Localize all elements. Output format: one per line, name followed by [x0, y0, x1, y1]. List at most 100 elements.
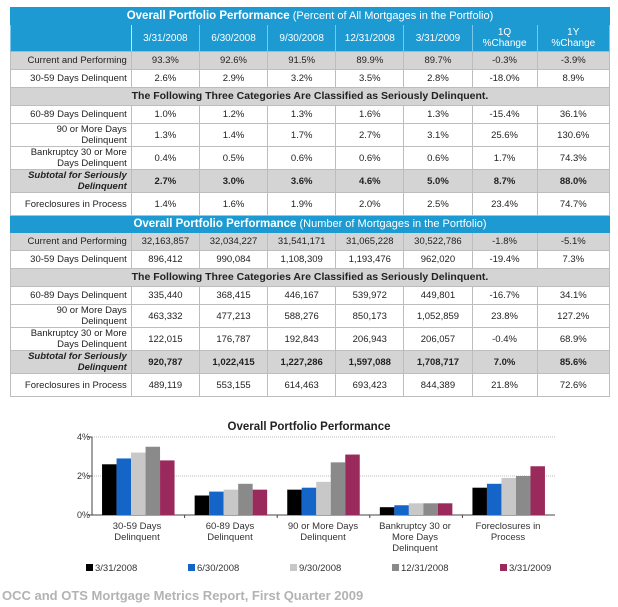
table-cell: 7.3%: [536, 250, 611, 269]
table-row: 60-89 Days Delinquent 335,440 368,415 446,1…: [10, 286, 611, 305]
legend-item: 9/30/2008: [290, 563, 341, 574]
bar-3-31-2008-0: [102, 464, 117, 515]
seriously-delinquent-note: The Following Three Categories Are Class…: [10, 268, 610, 287]
bar-6-30-2008-1: [209, 491, 224, 515]
legend-swatch: [290, 564, 297, 571]
table-cell: 539,972: [335, 286, 405, 305]
table-cell: 2.6%: [130, 69, 200, 88]
table-cell: 693,423: [335, 373, 405, 397]
table-cell: 1.4%: [198, 123, 269, 147]
table-cell: 2.9%: [198, 69, 269, 88]
table-row: Foreclosures in Process 489,119 553,155 614…: [10, 373, 611, 397]
table-row: Current and Performing 93.3% 92.6% 91.5% 89.…: [10, 51, 611, 70]
table-cell: 74.3%: [536, 146, 611, 170]
column-header-row: 3/31/2008 6/30/2008 9/30/2008 12/31/2008 3/3…: [10, 24, 611, 52]
table-row: Bankruptcy 30 or More Days Delinquent 0.4…: [10, 146, 611, 170]
table-row: Foreclosures in Process 1.4% 1.6% 1.9% 2.0% 2…: [10, 192, 611, 216]
table-cell: 0.6%: [267, 146, 337, 170]
bar-12-31-2008-0: [145, 446, 161, 515]
table-row: 30-59 Days Delinquent 896,412 990,084 1,108…: [10, 250, 611, 269]
table-cell: 1,227,286: [267, 350, 337, 374]
legend-swatch: [86, 564, 93, 571]
bar-9-30-2008-1: [223, 489, 239, 515]
row-label: 60-89 Days Delinquent: [10, 105, 132, 124]
table-cell: 7.0%: [471, 350, 538, 374]
column-header: 12/31/2008: [335, 24, 405, 52]
bar-9-30-2008-4: [501, 477, 516, 515]
section-title: Overall Portfolio Performance (Number of…: [10, 215, 610, 233]
y-tick-label: 4%: [76, 432, 90, 442]
chart-title: Overall Portfolio Performance: [227, 421, 391, 433]
section-title-row: Overall Portfolio Performance (Number of…: [10, 215, 610, 233]
table-row: 60-89 Days Delinquent 1.0% 1.2% 1.3% 1.6% 1.3…: [10, 105, 611, 124]
table-cell: 68.9%: [536, 327, 611, 351]
table-row: Subtotal for Seriously Delinquent 920,787…: [10, 350, 611, 374]
table-cell: 1.4%: [130, 192, 200, 216]
table-cell: 88.0%: [536, 169, 611, 193]
table-row: Subtotal for Seriously Delinquent 2.7% 3.0…: [10, 169, 611, 193]
table-cell: 5.0%: [403, 169, 473, 193]
table-cell: 8.7%: [471, 169, 538, 193]
report-footer: OCC and OTS Mortgage Metrics Report, Fir…: [2, 588, 364, 603]
bar-9-30-2008-3: [408, 503, 424, 515]
seriously-delinquent-note: The Following Three Categories Are Class…: [10, 87, 610, 106]
table-cell: 206,057: [403, 327, 473, 351]
table-cell: 3.1%: [403, 123, 473, 147]
table-cell: 36.1%: [536, 105, 611, 124]
table-cell: -1.8%: [471, 232, 538, 251]
row-label: Foreclosures in Process: [10, 192, 132, 216]
table-cell: 850,173: [335, 304, 405, 328]
table-cell: 1,193,476: [335, 250, 405, 269]
table-cell: 844,389: [403, 373, 473, 397]
table-cell: 4.6%: [335, 169, 405, 193]
table-cell: 1.7%: [471, 146, 538, 170]
bar-9-30-2008-2: [316, 481, 331, 515]
table-row: Bankruptcy 30 or More Days Delinquent 122…: [10, 327, 611, 351]
bar-9-30-2008-0: [131, 452, 146, 515]
table-cell: 446,167: [267, 286, 337, 305]
table-cell: 0.5%: [198, 146, 269, 170]
section-title-row: Overall Portfolio Performance (Percent o…: [10, 7, 610, 25]
table-cell: 1.6%: [198, 192, 269, 216]
row-label: 30-59 Days Delinquent: [10, 250, 132, 269]
table-cell: 3.0%: [198, 169, 269, 193]
column-header: 3/31/2008: [130, 24, 200, 52]
table-cell: 21.8%: [471, 373, 538, 397]
row-label: Current and Performing: [10, 232, 132, 251]
table-cell: 8.9%: [536, 69, 611, 88]
table-cell: 1.3%: [403, 105, 473, 124]
bar-3-31-2008-2: [287, 489, 302, 515]
row-label: 90 or More Days Delinquent: [10, 304, 132, 328]
row-label: Bankruptcy 30 or More Days Delinquent: [10, 146, 132, 170]
legend-item: 6/30/2008: [188, 563, 239, 574]
column-header: 6/30/2008: [198, 24, 269, 52]
table-cell: 1,708,717: [403, 350, 473, 374]
x-category-label: 30-59 Days Delinquent: [112, 521, 162, 543]
table-cell: 0.6%: [403, 146, 473, 170]
table-cell: 1.3%: [130, 123, 200, 147]
bar-12-31-2008-4: [515, 476, 531, 515]
bar-6-30-2008-4: [486, 483, 502, 515]
table-cell: 93.3%: [130, 51, 200, 70]
table-cell: 449,801: [403, 286, 473, 305]
x-category-label: 90 or More Days Delinquent: [287, 521, 359, 543]
table-cell: 89.7%: [403, 51, 473, 70]
bar-3-31-2009-4: [530, 466, 545, 515]
column-header-1q: 1Q %Change: [471, 24, 538, 52]
table-cell: 3.5%: [335, 69, 405, 88]
table-cell: 89.9%: [335, 51, 405, 70]
table-cell: 1.6%: [335, 105, 405, 124]
seriously-delinquent-note-row: The Following Three Categories Are Class…: [10, 87, 610, 106]
table-cell: 2.8%: [403, 69, 473, 88]
table-cell: 92.6%: [198, 51, 269, 70]
table-cell: 206,943: [335, 327, 405, 351]
legend-item: 3/31/2009: [500, 563, 551, 574]
table-cell: 32,034,227: [198, 232, 269, 251]
table-cell: 176,787: [198, 327, 269, 351]
section-title: Overall Portfolio Performance (Percent o…: [10, 7, 610, 25]
row-label: Foreclosures in Process: [10, 373, 132, 397]
table-cell: 1,052,859: [403, 304, 473, 328]
legend-swatch: [188, 564, 195, 571]
bar-chart: [88, 436, 555, 518]
row-label: Subtotal for Seriously Delinquent: [10, 350, 132, 374]
